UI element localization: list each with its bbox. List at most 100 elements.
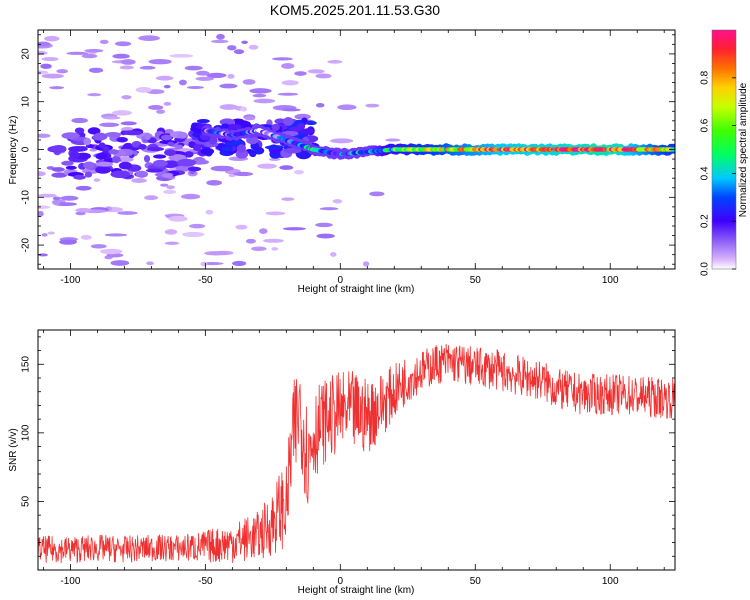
heatmap-noise-cell [41,73,64,79]
heatmap-noise-cell [211,39,229,44]
heatmap-noise-cell [114,41,132,47]
heatmap-noise-cell [84,49,104,53]
heatmap-noise-cell [88,67,104,73]
heatmap-transition-cell [221,146,233,152]
heatmap-noise-cell [281,63,295,69]
heatmap-noise-cell [219,104,238,110]
heatmap-noise-cell [99,39,109,45]
heatmap-noise-cell [330,252,337,257]
heatmap-cluster-cell [177,158,197,167]
heatmap-noise-cell [385,138,401,142]
heatmap-noise-cell [257,163,277,169]
heatmap-noise-cell [52,196,61,201]
heatmap-noise-cell [120,121,137,126]
heatmap-noise-cell [38,171,46,177]
heatmap-noise-cell [281,197,295,201]
heatmap-transition-cell [271,123,280,131]
heatmap-noise-cell [99,122,120,128]
heatmap-noise-cell [369,191,385,197]
heatmap-noise-cell [259,228,268,235]
heatmap-noise-cell [244,116,256,121]
heatmap-noise-cell [362,261,370,267]
heatmap-cluster-cell [95,161,114,167]
heatmap-noise-cell [210,165,234,172]
heatmap-noise-cell [206,72,227,78]
heatmap-noise-cell [164,229,178,235]
snr-ytick-label: 150 [21,356,32,373]
snr-xtick-label: 100 [602,576,619,587]
heatmap-transition-cell [192,144,202,152]
snr-xlabel: Height of straight line (km) [298,585,415,596]
heatmap-cluster-cell [104,132,122,138]
heatmap-cluster-cell [146,146,165,152]
heatmap-noise-cell [163,84,171,89]
heatmap-noise-cell [182,231,205,237]
heatmap-noise-cell [138,35,160,41]
snr-frame [37,329,676,571]
heatmap-cluster-cell [177,132,188,139]
heatmap-noise-cell [315,73,332,79]
heatmap-noise-cell [112,53,130,59]
heatmap-noise-cell [81,53,98,59]
heatmap-cluster-cell [122,130,142,136]
heatmap-noise-cell [227,73,235,79]
heatmap-noise-cell [265,211,286,216]
heatmap-noise-cell [200,261,208,267]
heatmap-noise-cell [144,195,158,201]
heatmap-transition-cell [191,122,199,127]
spectrogram-xtick-label: -100 [60,275,80,286]
heatmap-noise-cell [38,70,49,75]
heatmap-noise-cell [66,51,89,55]
heatmap-cluster-cell [167,141,175,147]
heatmap-cluster-cell [187,166,202,172]
heatmap-cluster-cell [69,151,81,159]
heatmap-cluster-cell [83,161,95,169]
heatmap-noise-cell [216,33,225,40]
heatmap-transition-cell [246,135,259,145]
heatmap-noise-cell [241,40,248,44]
heatmap-cluster-cell [112,155,121,164]
heatmap-noise-cell [135,86,152,93]
heatmap-noise-cell [38,205,51,210]
heatmap-cluster-cell [110,170,130,179]
heatmap-noise-cell [268,157,281,161]
heatmap-noise-cell [117,211,138,215]
heatmap-noise-cell [112,110,132,116]
heatmap-noise-cell [337,104,357,111]
colorbar-tick-label: 0.6 [700,118,711,132]
spectrogram-xtick-label: -50 [198,275,213,286]
heatmap-noise-cell [38,193,57,198]
heatmap-noise-cell [262,238,284,243]
heatmap-noise-cell [307,69,325,74]
heatmap-noise-cell [204,251,228,256]
heatmap-noise-cell [38,41,51,47]
heatmap-cluster-cell [118,161,133,170]
heatmap-noise-cell [327,59,343,64]
heatmap-cluster-cell [153,159,168,168]
heatmap-cluster-cell [135,170,149,178]
heatmap-transition-cell [282,117,294,126]
heatmap-noise-cell [329,138,354,144]
heatmap-noise-cell [319,207,339,211]
heatmap-noise-cell [148,104,164,110]
heatmap-cluster-cell [145,168,164,173]
colorbar-tick-label: 0.4 [700,166,711,180]
heatmap-cluster-cell [116,136,128,143]
heatmap-noise-cell [75,185,92,191]
heatmap-noise-cell [75,211,86,216]
heatmap-cluster-cell [161,173,173,178]
heatmap-noise-cell [253,98,276,104]
heatmap-noise-cell [119,65,134,70]
heatmap-noise-cell [168,215,188,222]
heatmap-noise-cell [163,101,172,106]
heatmap-cluster-cell [73,174,86,180]
heatmap-noise-cell [169,54,194,58]
heatmap-cluster-cell [87,127,101,135]
heatmap-cluster-cell [61,132,80,140]
heatmap-noise-cell [272,57,293,61]
heatmap-cluster-cell [184,151,194,158]
snr-xtick-label: 0 [338,576,344,587]
heatmap-noise-cell [75,207,92,213]
snr-ylabel: SNR (v/v) [8,428,19,471]
